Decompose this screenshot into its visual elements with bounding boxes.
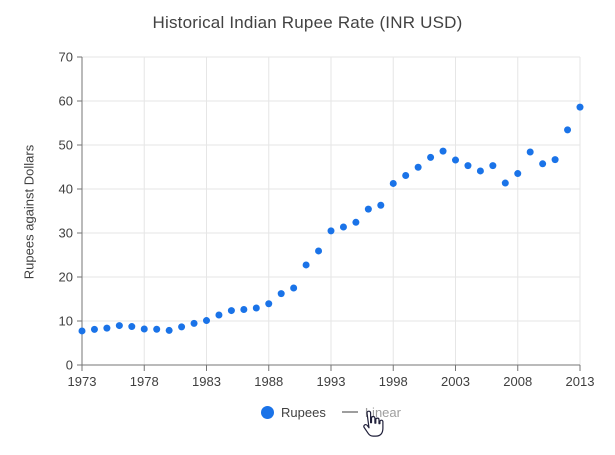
data-point [290, 284, 298, 292]
data-point [551, 156, 559, 164]
legend-item-linear[interactable]: Linear [341, 404, 401, 420]
y-tick-label: 50 [59, 138, 73, 153]
data-point [78, 327, 86, 335]
data-point [140, 325, 148, 333]
data-point [501, 179, 509, 187]
y-tick-label: 20 [59, 270, 73, 285]
data-point [364, 205, 372, 213]
data-point [90, 325, 98, 333]
data-point [427, 153, 435, 161]
legend-item-label: Rupees [281, 404, 326, 420]
data-point [190, 319, 198, 327]
data-point [240, 306, 248, 314]
data-point [576, 103, 584, 111]
data-point [277, 290, 285, 298]
x-tick-label: 1978 [130, 374, 159, 389]
y-tick-label: 60 [59, 94, 73, 109]
data-point [489, 162, 497, 170]
x-tick-label: 1998 [379, 374, 408, 389]
x-tick-label: 1983 [192, 374, 221, 389]
data-point [439, 147, 447, 155]
data-point [339, 223, 347, 231]
x-tick-label: 2013 [566, 374, 595, 389]
data-point [315, 247, 323, 255]
x-tick-label: 1993 [317, 374, 346, 389]
legend-dot-marker-icon [261, 405, 275, 419]
data-point [227, 307, 235, 315]
data-point [476, 167, 484, 175]
data-point [178, 323, 186, 331]
data-point [389, 179, 397, 187]
data-point [103, 324, 111, 332]
legend-item-rupees[interactable]: Rupees [261, 405, 326, 420]
data-point [352, 218, 360, 226]
x-tick-label: 1973 [68, 374, 97, 389]
data-point [414, 163, 422, 171]
y-tick-label: 30 [59, 226, 73, 241]
data-point [464, 162, 472, 170]
y-tick-label: 0 [66, 358, 73, 373]
data-point [128, 323, 136, 331]
x-tick-label: 2003 [441, 374, 470, 389]
x-tick-label: 2008 [503, 374, 532, 389]
data-point [564, 126, 572, 134]
data-point [302, 261, 310, 269]
data-point [203, 317, 210, 325]
data-point [215, 311, 223, 319]
legend-line-marker-icon [341, 411, 358, 413]
y-tick-label: 40 [59, 182, 73, 197]
y-tick-label: 10 [59, 314, 73, 329]
data-point [265, 300, 273, 308]
data-point [402, 172, 410, 180]
data-point [153, 325, 161, 333]
chart-title: Historical Indian Rupee Rate (INR USD) [152, 13, 463, 32]
data-point [327, 227, 335, 235]
y-tick-label: 70 [59, 50, 73, 65]
data-point [165, 326, 173, 334]
legend: Rupees Linear [82, 401, 580, 423]
data-point [115, 322, 123, 330]
data-point [539, 160, 547, 168]
data-point [452, 156, 459, 164]
data-point [252, 304, 260, 312]
data-point [377, 201, 385, 209]
data-point [526, 148, 534, 156]
data-point [514, 170, 522, 178]
legend-item-label: Linear [364, 404, 401, 420]
x-tick-label: 1988 [254, 374, 283, 389]
